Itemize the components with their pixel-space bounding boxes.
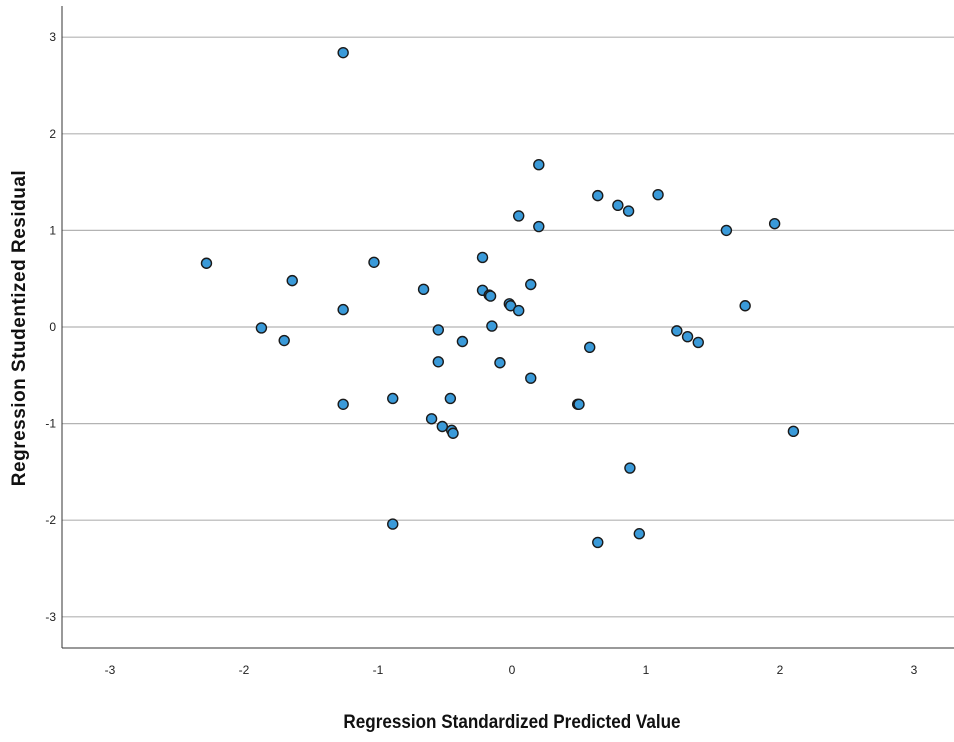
data-point: [720, 224, 733, 237]
data-point: [573, 398, 585, 410]
data-point: [692, 336, 704, 349]
x-axis-title: Regression Standardized Predicted Value: [343, 711, 680, 732]
data-point: [432, 324, 444, 336]
y-tick-label: 0: [49, 320, 56, 334]
data-point: [286, 274, 298, 287]
data-point: [504, 300, 517, 312]
data-point: [513, 210, 525, 222]
data-point: [337, 46, 349, 59]
y-tick-label: -3: [45, 610, 56, 624]
x-tick-label: 2: [777, 663, 784, 677]
axes: [61, 6, 954, 649]
data-point: [425, 413, 438, 425]
data-point: [494, 357, 506, 369]
y-tick-label: 3: [49, 30, 56, 44]
y-tick-label: -2: [45, 513, 56, 527]
data-point: [436, 420, 449, 433]
data-point: [671, 325, 683, 337]
data-point: [633, 528, 645, 540]
data-point: [337, 303, 349, 316]
data-point: [787, 425, 800, 438]
y-tick-labels: -3 -2 -1 0 1 2 3: [45, 30, 56, 624]
data-point: [513, 304, 525, 317]
gridlines: [62, 36, 954, 618]
data-point: [739, 300, 751, 312]
y-tick-label: 1: [49, 223, 56, 237]
x-tick-label: -3: [105, 663, 116, 677]
data-point: [484, 290, 497, 302]
data-point: [387, 392, 399, 405]
x-tick-label: -2: [239, 663, 250, 677]
data-point: [432, 356, 444, 368]
x-tick-label: 0: [509, 663, 516, 677]
y-tick-label: 2: [49, 127, 56, 141]
data-points: [200, 46, 800, 549]
data-point: [200, 257, 213, 269]
y-axis-title: Regression Studentized Residual: [9, 170, 30, 486]
data-point: [525, 372, 537, 384]
data-point: [592, 189, 604, 202]
data-point: [368, 256, 380, 268]
data-point: [417, 283, 430, 296]
data-point: [255, 322, 268, 334]
data-point: [624, 462, 636, 474]
data-point: [533, 159, 545, 171]
data-point: [447, 427, 459, 439]
data-point: [584, 341, 596, 353]
y-tick-label: -1: [45, 417, 56, 431]
data-point: [622, 205, 635, 217]
data-point: [681, 330, 694, 343]
data-point: [486, 320, 498, 332]
data-point: [444, 392, 457, 405]
data-point: [337, 398, 349, 410]
data-point: [476, 251, 489, 264]
x-tick-label: -1: [373, 663, 384, 677]
data-point: [768, 217, 781, 230]
data-point: [387, 518, 399, 530]
x-tick-label: 3: [911, 663, 918, 677]
x-tick-labels: -3 -2 -1 0 1 2 3: [105, 663, 918, 677]
x-tick-label: 1: [643, 663, 650, 677]
data-point: [278, 334, 290, 347]
data-point: [592, 536, 604, 549]
data-point: [612, 199, 624, 211]
data-point: [533, 220, 545, 233]
data-point: [525, 278, 537, 291]
data-point: [652, 188, 664, 201]
data-point: [456, 335, 469, 348]
